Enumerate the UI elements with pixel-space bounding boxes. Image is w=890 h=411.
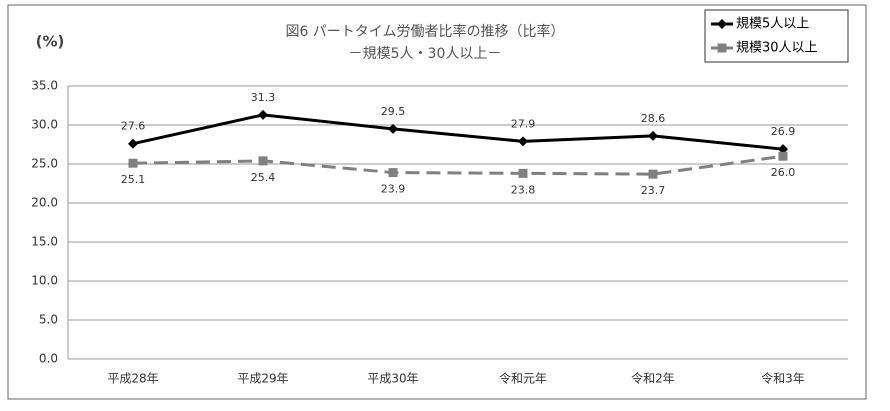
y-axis-label: (%) bbox=[36, 33, 65, 51]
chart-border bbox=[7, 4, 867, 400]
marker bbox=[388, 123, 398, 134]
y-tick-label: 0.0 bbox=[39, 352, 58, 366]
legend-label: 規模5人以上 bbox=[736, 17, 809, 32]
series-line bbox=[132, 154, 784, 176]
y-tick-label: 10.0 bbox=[31, 274, 58, 288]
marker bbox=[648, 130, 658, 141]
x-tick-label: 平成29年 bbox=[237, 372, 288, 386]
data-label: 28.6 bbox=[641, 112, 666, 125]
y-tick-label: 35.0 bbox=[31, 79, 58, 93]
x-tick-label: 令和3年 bbox=[761, 371, 805, 386]
y-tick-label: 30.0 bbox=[31, 118, 58, 132]
marker bbox=[518, 136, 528, 147]
x-tick-label: 令和2年 bbox=[631, 371, 675, 386]
data-label: 23.9 bbox=[381, 183, 406, 196]
marker bbox=[518, 168, 528, 178]
data-label: 27.9 bbox=[511, 117, 536, 130]
data-label: 25.1 bbox=[121, 173, 146, 186]
data-label: 26.0 bbox=[771, 166, 796, 179]
marker bbox=[128, 138, 138, 149]
x-tick-label: 平成28年 bbox=[107, 372, 158, 386]
series-line bbox=[132, 113, 784, 151]
marker bbox=[778, 151, 788, 161]
marker bbox=[258, 109, 268, 120]
data-label: 26.9 bbox=[771, 125, 796, 138]
chart-subtitle: －規模5人・30人以上－ bbox=[349, 46, 502, 62]
y-tick-label: 5.0 bbox=[39, 313, 58, 327]
y-tick-label: 15.0 bbox=[31, 235, 58, 249]
data-label: 31.3 bbox=[251, 91, 276, 104]
legend-box bbox=[704, 9, 849, 63]
y-tick-label: 25.0 bbox=[31, 157, 58, 171]
marker bbox=[648, 169, 658, 179]
data-label: 25.4 bbox=[251, 171, 276, 184]
data-label: 27.6 bbox=[121, 120, 146, 133]
marker bbox=[258, 156, 268, 166]
marker bbox=[128, 158, 138, 168]
y-tick-label: 20.0 bbox=[31, 196, 58, 210]
x-tick-label: 令和元年 bbox=[499, 371, 547, 386]
data-label: 23.8 bbox=[511, 183, 536, 196]
marker bbox=[717, 19, 727, 29]
x-tick-label: 平成30年 bbox=[367, 372, 418, 386]
marker bbox=[717, 43, 727, 53]
chart-title: 図6 パートタイム労働者比率の推移（比率） bbox=[285, 23, 564, 40]
data-label: 29.5 bbox=[381, 105, 406, 118]
marker bbox=[778, 144, 788, 155]
legend-label: 規模30人以上 bbox=[736, 41, 818, 56]
data-label: 23.7 bbox=[641, 184, 666, 197]
marker bbox=[388, 168, 398, 178]
